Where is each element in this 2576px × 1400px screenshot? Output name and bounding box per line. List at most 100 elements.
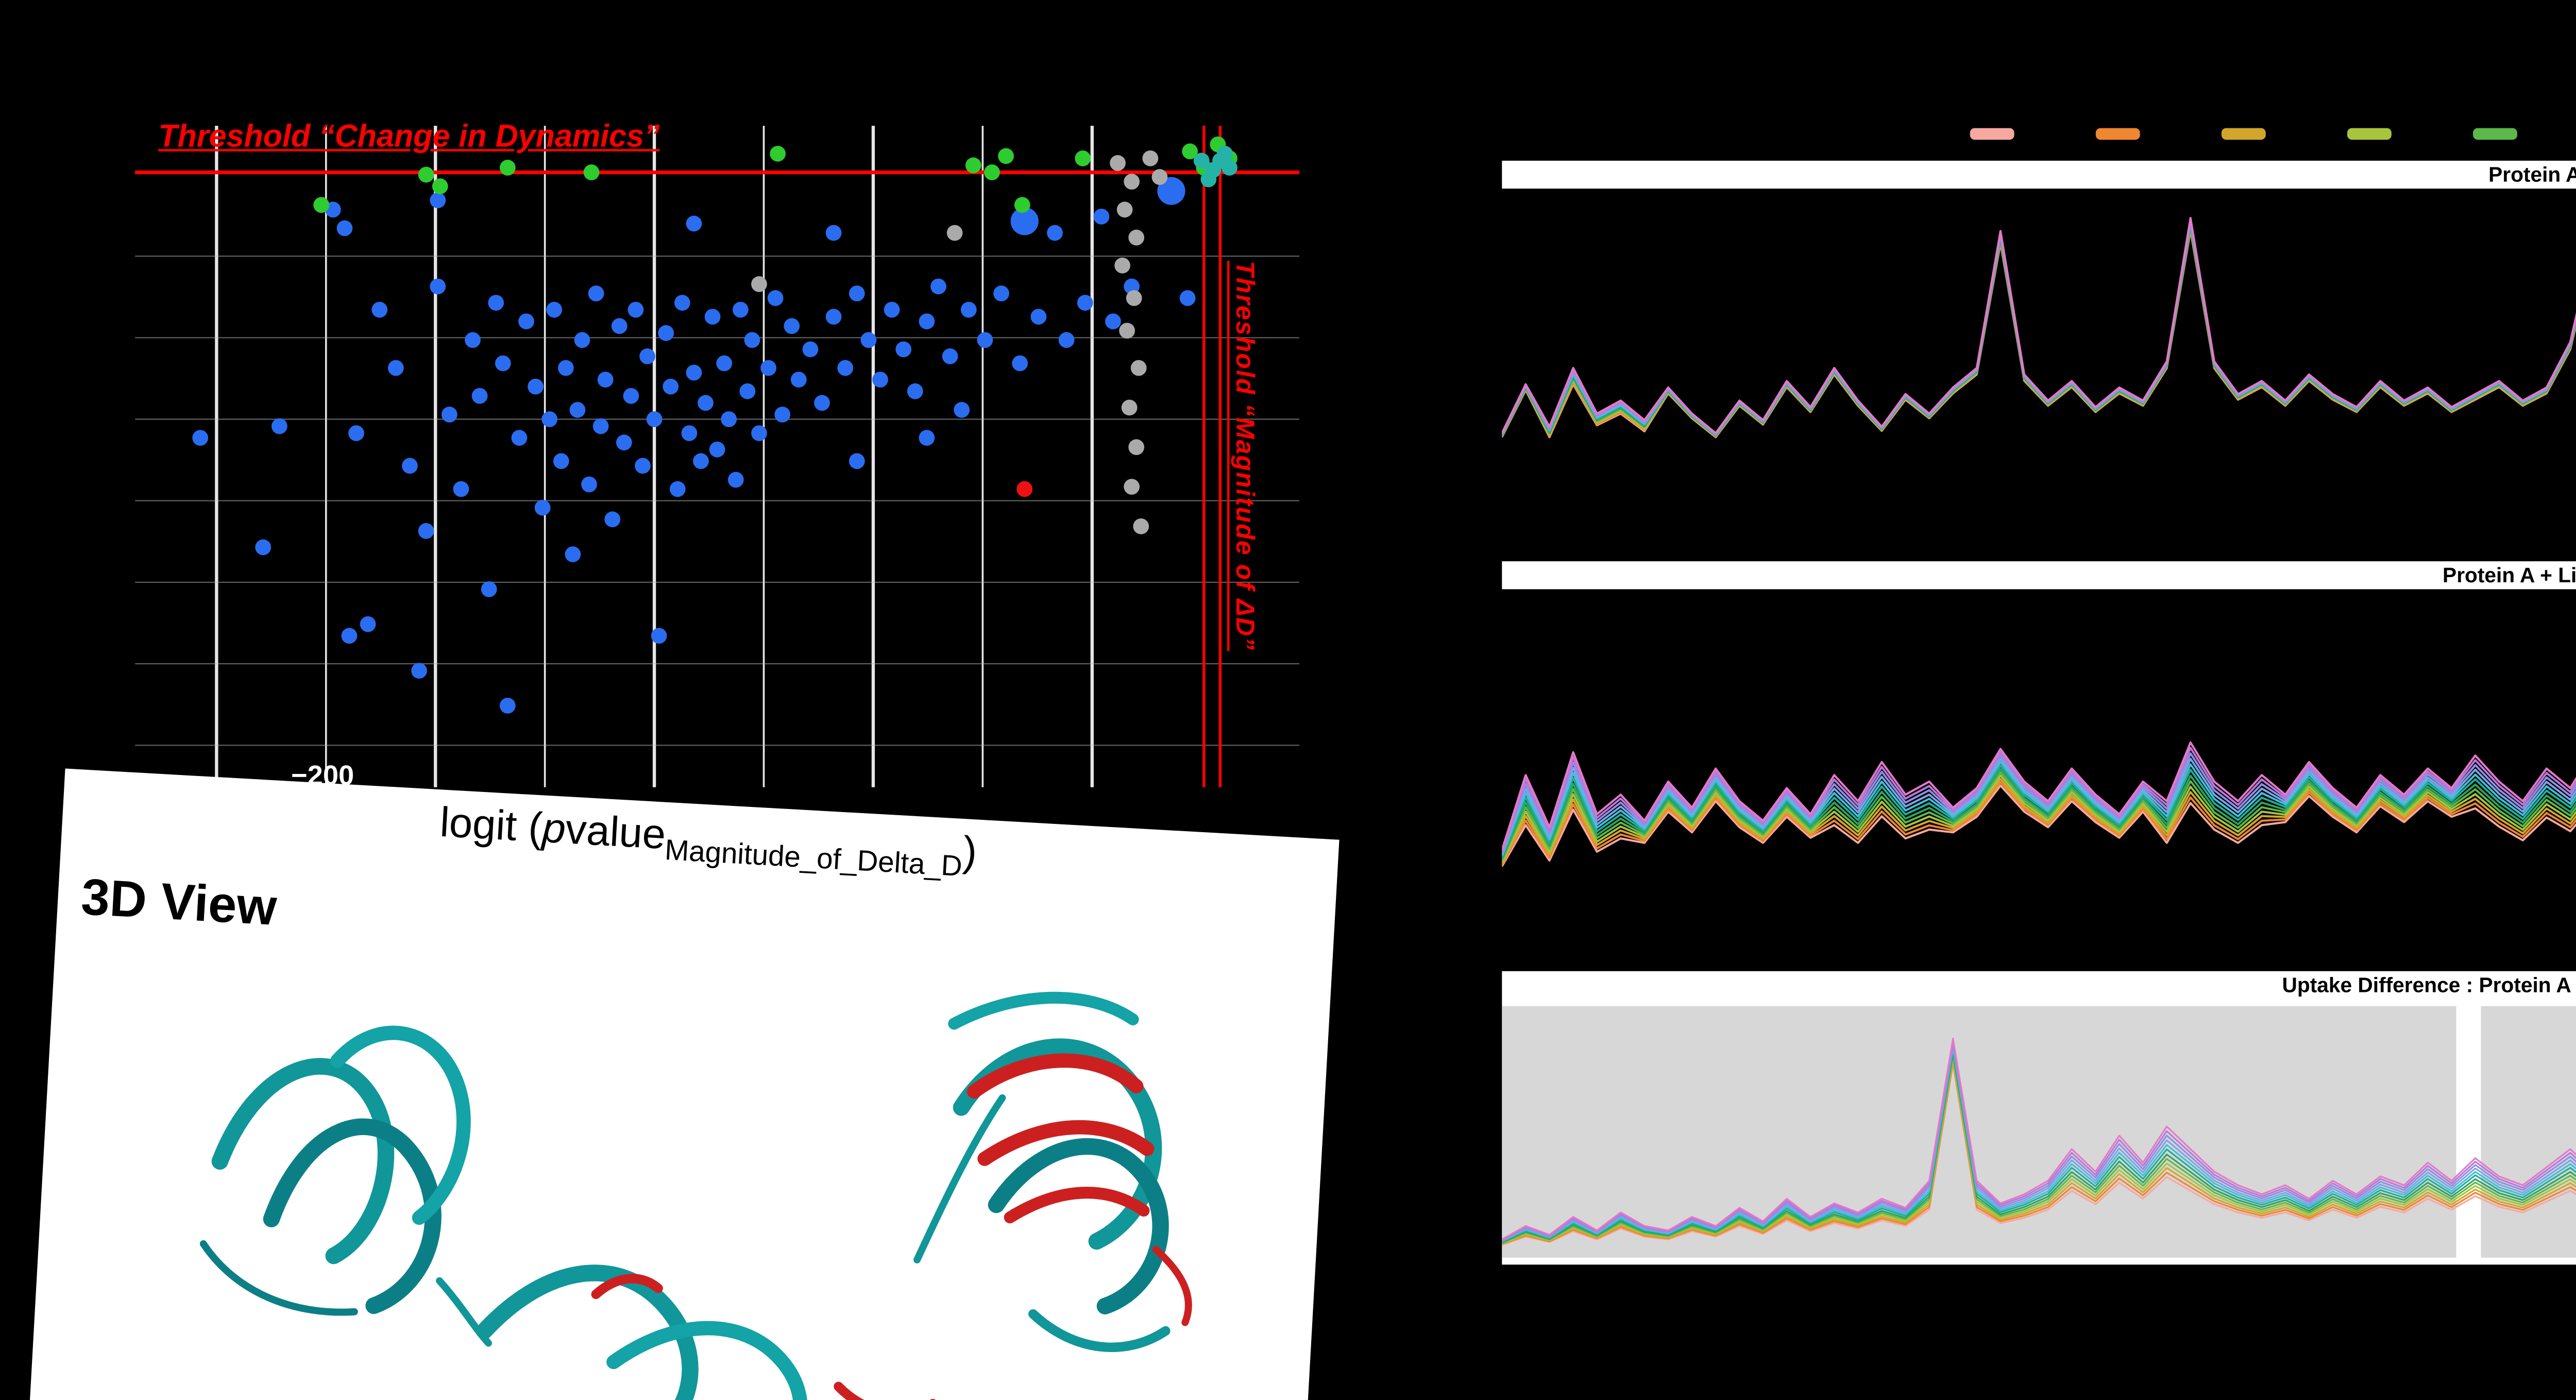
uptake-chart-protein-a[interactable] [1502,189,2576,543]
scatter-point-not-significant[interactable] [774,407,791,423]
scatter-point-not-significant[interactable] [255,539,272,555]
scatter-point-excluded[interactable] [1124,174,1140,190]
scatter-point-excluded[interactable] [1110,155,1126,171]
legend-item-3[interactable] [2221,128,2266,139]
scatter-point-not-significant[interactable] [616,434,632,451]
scatter-point-not-significant[interactable] [1010,207,1039,235]
scatter-point-significant-both[interactable] [1200,171,1217,188]
scatter-point-not-significant[interactable] [1047,225,1063,241]
scatter-point-not-significant[interactable] [709,441,725,458]
scatter-point-not-significant[interactable] [418,523,434,539]
scatter-point-not-significant[interactable] [646,411,663,427]
scatter-point-significant-both[interactable] [1193,153,1210,169]
scatter-point-significant-both[interactable] [1212,153,1228,169]
scatter-point-not-significant[interactable] [674,295,690,311]
scatter-point-selected[interactable] [1016,481,1033,497]
scatter-point-not-significant[interactable] [336,220,353,237]
scatter-point-not-significant[interactable] [1105,313,1121,330]
scatter-point-not-significant[interactable] [341,628,358,644]
scatter-point-not-significant[interactable] [495,355,511,372]
scatter-point-not-significant[interactable] [635,458,651,474]
scatter-point-not-significant[interactable] [1179,290,1196,306]
legend-item-2[interactable] [2095,128,2140,139]
scatter-point-significant-dynamics[interactable] [313,197,330,213]
scatter-point-not-significant[interactable] [453,481,469,497]
scatter-point-not-significant[interactable] [825,225,842,241]
scatter-point-not-significant[interactable] [541,411,558,427]
scatter-point-excluded[interactable] [1116,201,1133,218]
scatter-point-not-significant[interactable] [1030,309,1047,325]
scatter-point-excluded[interactable] [1119,323,1135,339]
legend-item-4[interactable] [2347,128,2392,139]
scatter-point-excluded[interactable] [1130,360,1147,376]
scatter-point-not-significant[interactable] [1077,295,1093,311]
uptake-difference-chart[interactable] [1502,999,2576,1265]
scatter-point-not-significant[interactable] [930,278,946,295]
scatter-point-not-significant[interactable] [744,332,760,348]
scatter-point-not-significant[interactable] [597,372,614,388]
scatter-point-not-significant[interactable] [574,332,590,348]
scatter-point-not-significant[interactable] [528,378,544,395]
scatter-point-excluded[interactable] [1151,169,1168,185]
scatter-point-significant-dynamics[interactable] [1014,197,1030,213]
scatter-point-not-significant[interactable] [760,360,776,376]
scatter-point-not-significant[interactable] [651,628,667,644]
protein-ribbon-3d[interactable] [120,927,1266,1400]
scatter-point-not-significant[interactable] [686,364,702,381]
scatter-point-not-significant[interactable] [716,355,733,372]
scatter-point-significant-dynamics[interactable] [499,160,516,176]
scatter-point-not-significant[interactable] [557,360,574,376]
scatter-point-excluded[interactable] [1121,399,1138,416]
scatter-point-not-significant[interactable] [441,407,457,423]
structure-3d-panel[interactable]: logit (pvalueMagnitude_of_Delta_D) 3D Vi… [26,768,1340,1400]
scatter-point-not-significant[interactable] [430,192,446,209]
scatter-point-not-significant[interactable] [884,301,900,318]
scatter-point-excluded[interactable] [751,276,767,292]
scatter-point-not-significant[interactable] [565,546,581,563]
scatter-point-not-significant[interactable] [727,471,744,488]
scatter-point-excluded[interactable] [1133,518,1149,534]
scatter-point-not-significant[interactable] [825,309,842,325]
scatter-point-not-significant[interactable] [534,499,551,516]
scatter-point-not-significant[interactable] [721,411,737,427]
legend-item-1[interactable] [1970,128,2014,139]
scatter-point-not-significant[interactable] [704,309,721,325]
scatter-point-not-significant[interactable] [465,332,481,348]
zoom-region[interactable] [1502,1006,2456,1258]
scatter-point-excluded[interactable] [1142,150,1159,166]
scatter-point-not-significant[interactable] [814,395,830,411]
scatter-point-not-significant[interactable] [977,332,993,348]
scatter-point-not-significant[interactable] [732,301,749,318]
scatter-point-not-significant[interactable] [681,425,698,442]
volcano-scatter-svg[interactable] [135,89,1300,787]
scatter-point-not-significant[interactable] [581,476,597,493]
scatter-point-not-significant[interactable] [499,698,516,714]
scatter-point-not-significant[interactable] [686,215,702,232]
scatter-point-not-significant[interactable] [860,332,877,348]
scatter-point-not-significant[interactable] [488,295,504,311]
scatter-point-not-significant[interactable] [430,278,446,295]
scatter-point-significant-dynamics[interactable] [998,148,1014,164]
scatter-point-not-significant[interactable] [360,616,376,632]
scatter-point-not-significant[interactable] [942,348,958,364]
scatter-point-not-significant[interactable] [481,581,497,597]
volcano-plot[interactable]: Threshold “Change in Dynamics” Threshold… [135,89,1300,787]
legend-item-5[interactable] [2473,128,2517,139]
scatter-point-excluded[interactable] [1126,290,1142,306]
scatter-point-not-significant[interactable] [604,511,621,528]
scatter-point-not-significant[interactable] [960,301,977,318]
scatter-point-not-significant[interactable] [1012,355,1028,372]
scatter-point-significant-dynamics[interactable] [984,164,1000,180]
scatter-point-not-significant[interactable] [663,378,679,395]
scatter-point-not-significant[interactable] [669,481,686,497]
scatter-point-not-significant[interactable] [895,341,912,358]
scatter-point-not-significant[interactable] [387,360,404,376]
scatter-point-not-significant[interactable] [790,372,807,388]
scatter-point-not-significant[interactable] [1093,208,1110,225]
scatter-point-not-significant[interactable] [1058,332,1075,348]
scatter-point-not-significant[interactable] [993,285,1009,301]
scatter-point-excluded[interactable] [946,225,963,241]
scatter-point-significant-dynamics[interactable] [965,157,981,174]
scatter-point-not-significant[interactable] [954,402,970,418]
scatter-point-not-significant[interactable] [802,341,819,358]
